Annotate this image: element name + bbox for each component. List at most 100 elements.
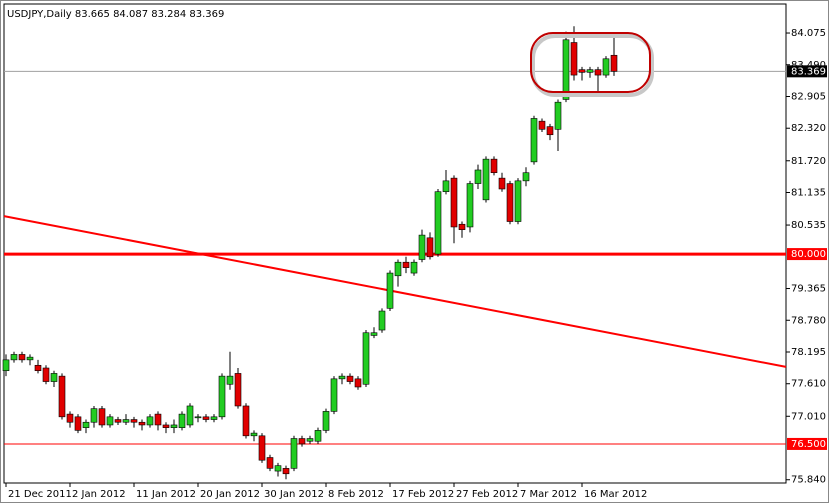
y-tick-label: 81.135 xyxy=(791,188,826,199)
level-label-box xyxy=(787,437,827,450)
y-tick-label: 75.840 xyxy=(791,475,826,486)
candle-body xyxy=(226,375,234,385)
candle-body xyxy=(458,223,466,230)
highlight-shadow xyxy=(531,34,654,97)
candle-body xyxy=(578,69,586,73)
candle-body xyxy=(490,158,498,174)
candle-body xyxy=(514,180,522,222)
layers: 84.075 83.490 82.905 82.320 81.720 81.135 80.5… xyxy=(2,26,827,500)
level-label-box xyxy=(787,65,827,78)
candle-body xyxy=(106,416,114,426)
x-tick-label: 7 Mar 2012 xyxy=(520,489,577,500)
candle-body xyxy=(402,261,410,268)
candle-body xyxy=(586,69,594,73)
candle-body xyxy=(66,413,74,423)
candle-body xyxy=(290,438,298,469)
candle-body xyxy=(442,180,450,192)
candle-body xyxy=(450,177,458,228)
x-tick-label: 27 Feb 2012 xyxy=(456,489,518,500)
y-tick-label: 78.780 xyxy=(791,315,826,326)
candle-body xyxy=(146,416,154,426)
candle-body xyxy=(522,172,530,182)
y-tick-label: 77.610 xyxy=(791,379,826,390)
level-label: 80.000 xyxy=(791,249,826,260)
y-tick-label: 78.195 xyxy=(791,347,826,358)
x-tick-label: 8 Feb 2012 xyxy=(328,489,384,500)
y-tick-label: 82.320 xyxy=(791,123,826,134)
candle-body xyxy=(378,310,386,331)
y-tick-label: 77.010 xyxy=(791,411,826,422)
candle-body xyxy=(562,39,570,100)
x-tick-label: 11 Jan 2012 xyxy=(136,489,196,500)
candle-body xyxy=(338,375,346,380)
candle-body xyxy=(18,354,26,361)
candle-body xyxy=(26,356,34,361)
trendline xyxy=(3,215,787,368)
candle-body xyxy=(506,183,514,222)
candle-body xyxy=(186,405,194,426)
candle-body xyxy=(418,234,426,260)
candle-body xyxy=(194,416,202,419)
candle-body xyxy=(90,408,98,423)
candle-body xyxy=(354,378,362,388)
candle-body xyxy=(154,413,162,426)
candle-body xyxy=(50,373,58,382)
candle-body xyxy=(482,158,490,201)
plot-area xyxy=(3,3,787,484)
highlight-ellipse xyxy=(530,32,651,93)
y-tick-label: 84.075 xyxy=(791,28,826,39)
candle-body xyxy=(602,58,610,76)
candle-body xyxy=(610,54,618,72)
candle-body xyxy=(538,120,546,130)
candle-body xyxy=(570,42,578,76)
candle-body xyxy=(58,375,66,418)
candle-body xyxy=(122,419,130,423)
level-label: 76.500 xyxy=(791,439,826,450)
candle-body xyxy=(554,101,562,130)
candle-body xyxy=(74,416,82,431)
y-tick-label: 82.905 xyxy=(791,91,826,102)
candle-body xyxy=(10,354,18,361)
candle-body xyxy=(330,378,338,412)
candle-body xyxy=(370,332,378,336)
candle-body xyxy=(434,191,442,255)
x-tick-label: 17 Feb 2012 xyxy=(392,489,454,500)
candle-body xyxy=(170,424,178,428)
candle-body xyxy=(362,332,370,385)
x-tick-label: 20 Jan 2012 xyxy=(200,489,260,500)
candle-body xyxy=(42,367,50,382)
candle-body xyxy=(282,468,290,475)
candle-body xyxy=(266,457,274,469)
x-tick-label: 16 Mar 2012 xyxy=(584,489,647,500)
candle-body xyxy=(242,405,250,437)
candle-body xyxy=(178,413,186,428)
candle-body xyxy=(530,118,538,163)
y-tick-label: 80.535 xyxy=(791,220,826,231)
candle-body xyxy=(162,424,170,428)
chart-title: USDJPY,Daily 83.665 84.087 83.284 83.369 xyxy=(7,9,224,20)
candle-body xyxy=(594,69,602,76)
y-tick-label: 79.365 xyxy=(791,284,826,295)
candle-body xyxy=(426,237,434,258)
candle-body xyxy=(346,375,354,382)
candle-body xyxy=(314,430,322,442)
x-tick-label: 30 Jan 2012 xyxy=(264,489,324,500)
candle-body xyxy=(138,421,146,426)
x-tick-label: 21 Dec 2011 xyxy=(8,489,72,500)
candle-body xyxy=(210,416,218,420)
candle-body xyxy=(322,411,330,431)
level-label: 83.369 xyxy=(791,66,826,77)
candle-body xyxy=(34,364,42,372)
x-tick-label: 2 Jan 2012 xyxy=(72,489,126,500)
candle-body xyxy=(474,169,482,184)
candle-body xyxy=(218,375,226,418)
candle-body xyxy=(258,435,266,461)
candle-body xyxy=(466,183,474,228)
candle-body xyxy=(274,465,282,472)
candle-body xyxy=(410,261,418,274)
candle-body xyxy=(498,177,506,190)
candle-body xyxy=(546,126,554,136)
